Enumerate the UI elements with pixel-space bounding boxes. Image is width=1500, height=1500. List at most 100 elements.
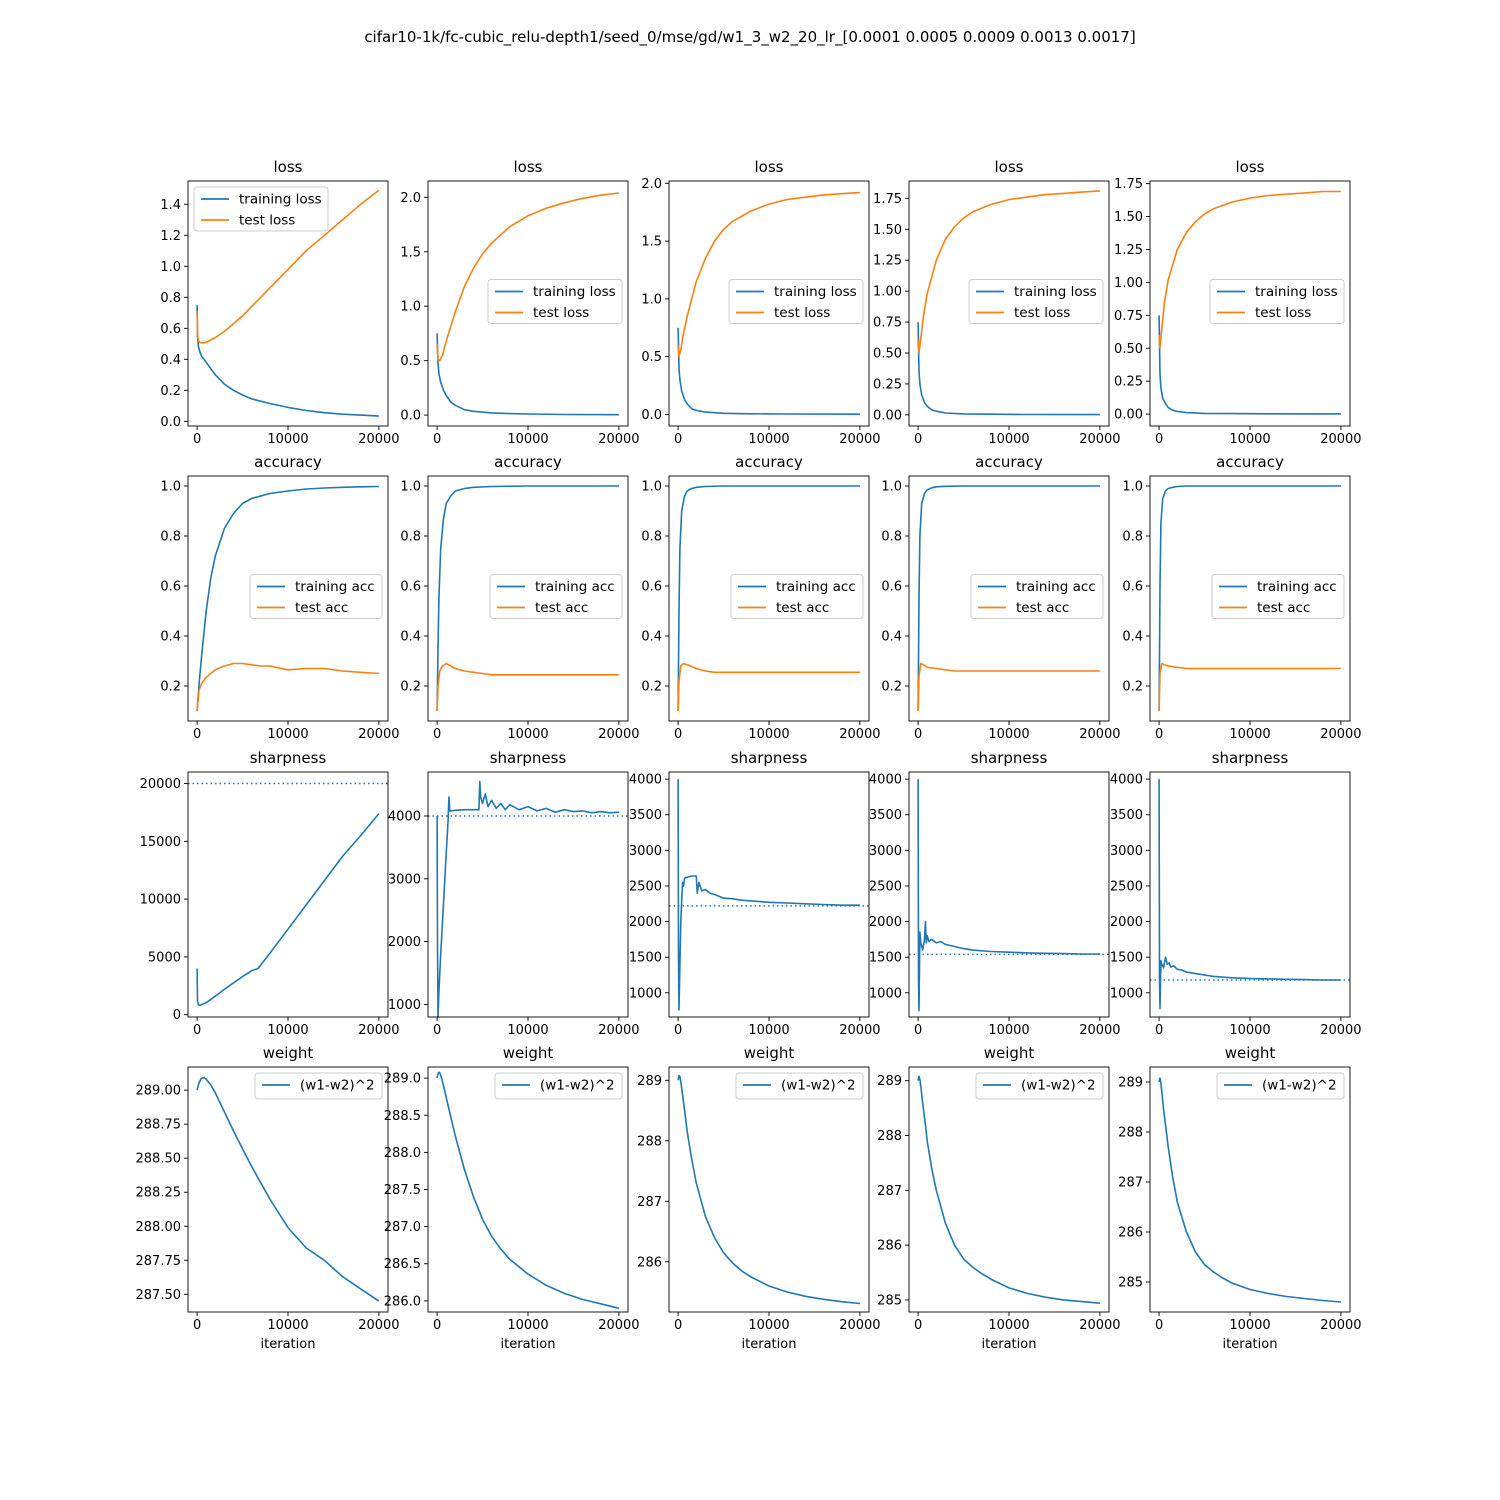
- legend-box: [254, 1072, 383, 1100]
- legend-box: [735, 1072, 864, 1100]
- y-tick-label: 2500: [629, 879, 662, 894]
- y-tick-label: 0.4: [641, 630, 662, 645]
- y-tick-label: 285: [1118, 1276, 1143, 1291]
- series-line-training-acc: [196, 485, 379, 712]
- x-tick-label: 20000: [1079, 432, 1120, 447]
- y-tick-label: 0.6: [881, 580, 902, 595]
- series-line--w1-w2-2: [917, 1075, 1100, 1304]
- x-tick-label: 20000: [1320, 727, 1361, 742]
- subplot-accuracy-r1c2: accuracy 0 10000 20000 0.2 0.4 0.6 0.8 1.0 traini…: [641, 453, 880, 742]
- x-tick-label: 10000: [507, 727, 548, 742]
- y-tick-label: 1.00: [1114, 276, 1143, 291]
- series-line-test-loss: [1158, 190, 1341, 350]
- y-tick-label: 0.4: [160, 353, 181, 368]
- y-tick-label: 0.8: [1122, 530, 1143, 545]
- series-line-test-acc: [436, 662, 619, 712]
- y-tick-label: 1.0: [641, 480, 662, 495]
- subplot-loss-r0c3: loss 0 10000 20000 0.00 0.25 0.50 0.75 1.00 1.25 1…: [873, 158, 1121, 447]
- x-tick-label: 20000: [598, 1023, 639, 1038]
- subplot-loss-r0c2: loss 0 10000 20000 0.0 0.5 1.0 1.5 2.0 training l…: [641, 158, 880, 447]
- legend-box: [494, 1072, 623, 1100]
- y-tick-label: 1000: [1110, 986, 1143, 1001]
- y-tick-label: 3500: [869, 808, 902, 823]
- y-tick-label: 0.8: [641, 530, 662, 545]
- x-tick-label: 20000: [839, 432, 880, 447]
- subplot-title: accuracy: [975, 453, 1043, 471]
- y-tick-label: 288.25: [136, 1186, 182, 1201]
- y-tick-label: 0.0: [160, 415, 181, 430]
- y-tick-label: 288.5: [384, 1109, 421, 1124]
- y-tick-label: 0.75: [873, 316, 902, 331]
- legend-entry: training loss: [533, 284, 616, 300]
- y-tick-label: 1.50: [1114, 210, 1143, 225]
- x-tick-label: 0: [193, 727, 201, 742]
- x-tick-label: 10000: [748, 432, 789, 447]
- x-tick-label: 20000: [1079, 1023, 1120, 1038]
- x-tick-label: 20000: [358, 727, 399, 742]
- legend-entry: (w1-w2)^2: [540, 1078, 615, 1094]
- x-tick-label: 20000: [839, 1023, 880, 1038]
- series-line-test-loss: [196, 189, 380, 344]
- y-tick-label: 2500: [1110, 879, 1143, 894]
- x-tick-label: 10000: [267, 1318, 308, 1333]
- y-tick-label: 287.5: [384, 1183, 421, 1198]
- x-tick-label: 0: [193, 1023, 201, 1038]
- legend: training acc test acc: [970, 574, 1104, 619]
- y-tick-label: 1.5: [400, 245, 421, 260]
- x-tick-label: 10000: [988, 1318, 1029, 1333]
- legend-entry: test acc: [1257, 600, 1310, 616]
- legend-entry: test acc: [535, 600, 588, 616]
- y-tick-label: 0.75: [1114, 309, 1143, 324]
- subplot-weight-r3c1: weight 0 10000 20000 286.0 286.5 287.0 287.5 288…: [384, 1044, 640, 1352]
- x-tick-label: 0: [914, 727, 922, 742]
- x-tick-label: 0: [433, 432, 441, 447]
- subplot-accuracy-r1c3: accuracy 0 10000 20000 0.2 0.4 0.6 0.8 1.0 traini…: [881, 453, 1120, 742]
- y-tick-label: 0.2: [400, 680, 421, 695]
- y-tick-label: 4000: [1110, 773, 1143, 788]
- y-tick-label: 3000: [629, 844, 662, 859]
- y-tick-label: 0.4: [1122, 630, 1143, 645]
- subplot-sharpness-r2c3: sharpness 0 10000 20000 1000 1500 2000 2500 3000…: [869, 749, 1121, 1038]
- series-line--w1-w2-2: [1158, 1077, 1341, 1303]
- y-tick-label: 1500: [869, 951, 902, 966]
- series-line-sharpness: [677, 779, 860, 1011]
- y-tick-label: 0.6: [1122, 580, 1143, 595]
- x-tick-label: 10000: [748, 1023, 789, 1038]
- subplot-accuracy-r1c4: accuracy 0 10000 20000 0.2 0.4 0.6 0.8 1.0 traini…: [1122, 453, 1361, 742]
- y-tick-label: 0.25: [1114, 375, 1143, 390]
- x-tick-label: 20000: [358, 1023, 399, 1038]
- subplot-weight-r3c2: weight 0 10000 20000 286 287 288 289 iteration (w…: [637, 1044, 880, 1352]
- x-tick-label: 0: [674, 727, 682, 742]
- y-tick-label: 2000: [388, 935, 421, 950]
- subplot-sharpness-r2c4: sharpness 0 10000 20000 1000 1500 2000 2500 3000…: [1110, 749, 1362, 1038]
- y-tick-label: 4000: [629, 773, 662, 788]
- x-tick-label: 20000: [598, 432, 639, 447]
- subplot-title: sharpness: [971, 749, 1048, 767]
- axes-frame: [427, 771, 629, 1018]
- subplot-weight-r3c3: weight 0 10000 20000 285 286 287 288 289 iteratio…: [877, 1044, 1120, 1352]
- y-tick-label: 0.4: [881, 630, 902, 645]
- legend: training loss test loss: [487, 279, 623, 324]
- legend-box: [1216, 1072, 1345, 1100]
- x-tick-label: 10000: [988, 727, 1029, 742]
- subplot-title: loss: [514, 158, 543, 176]
- y-tick-label: 1.00: [873, 285, 902, 300]
- legend-entry: (w1-w2)^2: [300, 1078, 375, 1094]
- legend-entry: test loss: [1014, 305, 1070, 321]
- series-line--w1-w2-2: [436, 1071, 620, 1310]
- series-line-sharpness: [436, 780, 619, 1018]
- y-tick-label: 2000: [629, 915, 662, 930]
- legend-entry: training acc: [535, 579, 615, 595]
- series-line-sharpness: [196, 813, 380, 1007]
- y-tick-label: 0.2: [641, 680, 662, 695]
- y-tick-label: 0.4: [160, 630, 181, 645]
- y-tick-label: 4000: [869, 773, 902, 788]
- y-tick-label: 0.8: [881, 530, 902, 545]
- legend-entry: training acc: [1016, 579, 1096, 595]
- y-tick-label: 0.4: [400, 630, 421, 645]
- y-tick-label: 1.4: [160, 198, 181, 213]
- x-tick-label: 0: [1155, 1318, 1163, 1333]
- x-tick-label: 20000: [598, 727, 639, 742]
- y-tick-label: 286: [1118, 1226, 1143, 1241]
